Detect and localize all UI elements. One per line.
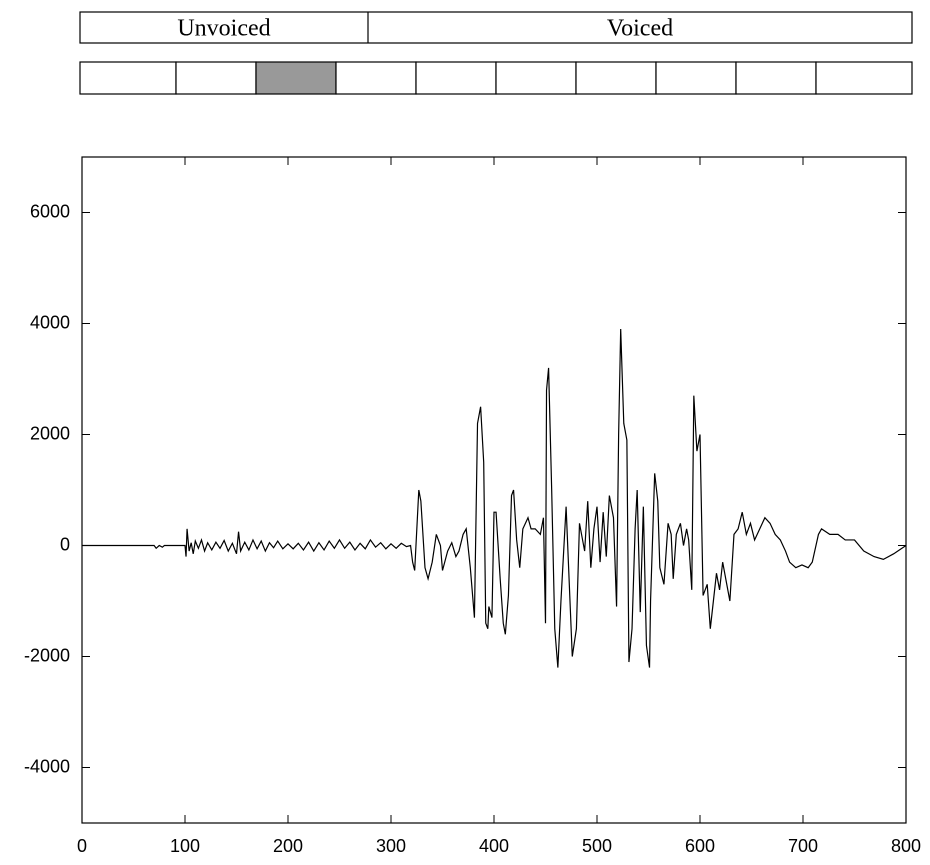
y-tick-label: 2000 (30, 423, 70, 443)
y-tick-label: 4000 (30, 312, 70, 332)
frame (415, 61, 497, 95)
x-tick-label: 500 (582, 836, 612, 856)
x-tick-label: 200 (273, 836, 303, 856)
x-tick-label: 400 (479, 836, 509, 856)
region-label: Voiced (607, 16, 673, 42)
y-tick-label: 0 (60, 534, 70, 554)
region-bar (79, 11, 913, 44)
frame (255, 61, 337, 95)
x-tick-label: 300 (376, 836, 406, 856)
x-tick-label: 600 (685, 836, 715, 856)
frame (175, 61, 257, 95)
frame (495, 61, 577, 95)
x-tick-label: 0 (77, 836, 87, 856)
plot-frame (81, 156, 907, 824)
y-tick-label: 6000 (30, 201, 70, 221)
frame (815, 61, 913, 95)
frame (575, 61, 657, 95)
y-tick-label: -4000 (24, 756, 70, 776)
frame (735, 61, 817, 95)
frame (79, 61, 177, 95)
waveform (82, 329, 907, 668)
x-tick-label: 800 (891, 836, 921, 856)
x-tick-label: 100 (170, 836, 200, 856)
frame (335, 61, 417, 95)
region-label: Unvoiced (177, 16, 270, 42)
frame (655, 61, 737, 95)
x-tick-label: 700 (788, 836, 818, 856)
y-tick-label: -2000 (24, 645, 70, 665)
